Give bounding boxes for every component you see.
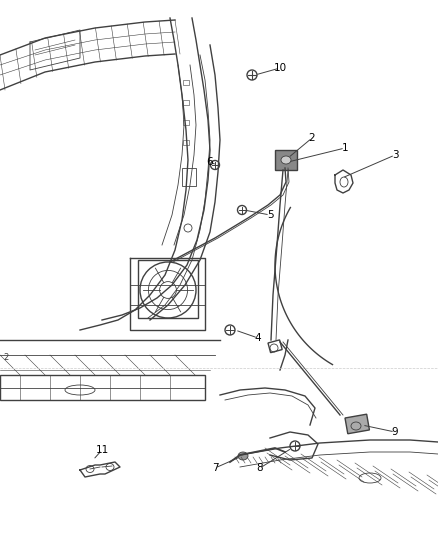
Bar (0, 375, 205, 400)
Ellipse shape (238, 452, 248, 460)
Ellipse shape (237, 206, 247, 214)
Ellipse shape (281, 156, 291, 164)
Ellipse shape (211, 160, 219, 169)
Ellipse shape (225, 325, 235, 335)
Bar (268, 340, 282, 353)
Bar (183, 120, 189, 125)
Text: 7: 7 (212, 463, 218, 473)
Bar (138, 260, 198, 318)
Text: 4: 4 (254, 333, 261, 343)
Text: 6: 6 (207, 157, 213, 167)
Text: 10: 10 (273, 63, 286, 73)
Text: 2: 2 (309, 133, 315, 143)
Bar (183, 140, 189, 145)
Text: 1: 1 (342, 143, 348, 153)
Ellipse shape (247, 70, 257, 80)
Text: 8: 8 (257, 463, 263, 473)
Bar (345, 414, 369, 434)
Text: 9: 9 (392, 427, 398, 437)
Text: 5: 5 (267, 210, 273, 220)
Bar (183, 80, 189, 85)
Bar (275, 150, 297, 170)
Text: 11: 11 (95, 445, 109, 455)
Text: 2: 2 (3, 353, 8, 362)
Text: 3: 3 (392, 150, 398, 160)
Bar (183, 100, 189, 105)
Bar (182, 168, 196, 186)
Ellipse shape (290, 441, 300, 451)
